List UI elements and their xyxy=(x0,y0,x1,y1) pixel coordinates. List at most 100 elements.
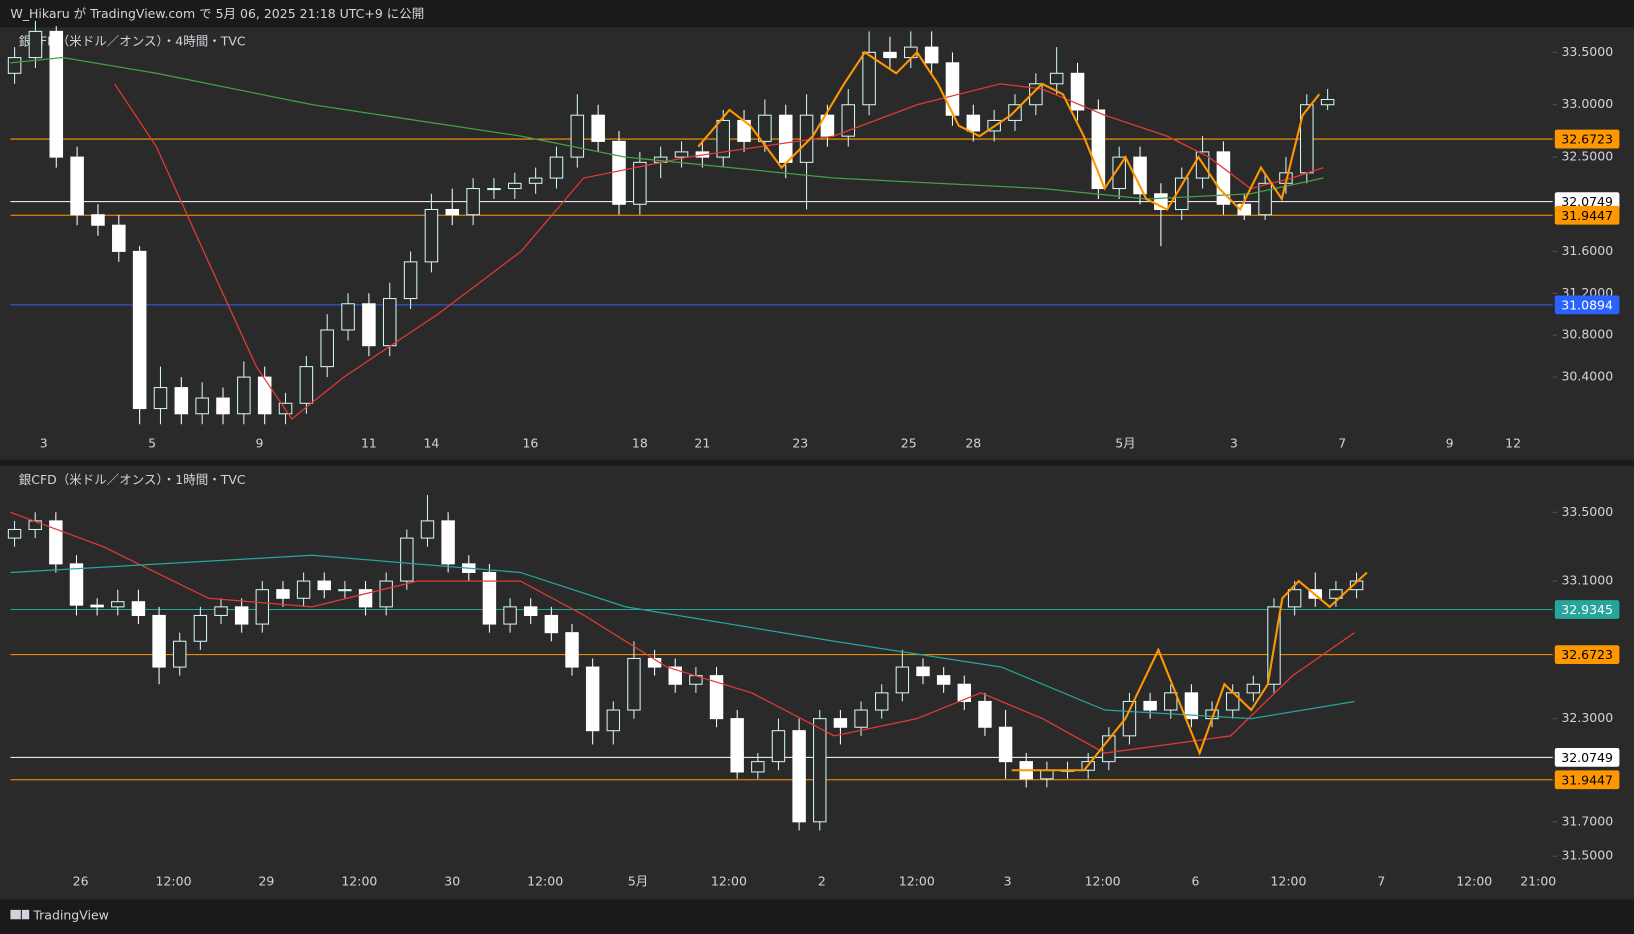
candle-body xyxy=(1040,769,1054,780)
price-badge-label: 32.0749 xyxy=(1561,194,1613,209)
x-tick-label: 5 xyxy=(148,436,156,451)
price-badge-label: 31.9447 xyxy=(1561,772,1613,787)
x-tick-label: 12:00 xyxy=(711,873,747,888)
candle-body xyxy=(299,366,314,404)
candle-body xyxy=(276,589,290,599)
candle-body xyxy=(1258,182,1272,216)
candle-body xyxy=(528,177,543,184)
candle-body xyxy=(758,114,772,142)
candle-body xyxy=(257,376,272,415)
candle-body xyxy=(362,303,376,347)
candle-body xyxy=(978,700,992,728)
y-tick-label: 31.6000 xyxy=(1561,243,1613,258)
candle-body xyxy=(153,387,168,410)
price-badge-label: 32.6723 xyxy=(1561,647,1613,662)
x-tick-label: 23 xyxy=(792,436,808,451)
candle-body xyxy=(1184,692,1199,720)
candle-body xyxy=(420,520,435,539)
candle-body xyxy=(585,666,600,732)
y-tick-label: 32.3000 xyxy=(1561,710,1613,725)
candle-body xyxy=(565,632,579,668)
y-tick-label: 33.0000 xyxy=(1561,96,1613,111)
price-badge xyxy=(1554,645,1620,664)
y-tick-label: 31.5000 xyxy=(1561,848,1613,863)
x-tick-label: 21 xyxy=(694,436,710,451)
candle-body xyxy=(813,718,827,823)
candle-body xyxy=(668,666,682,685)
y-tick-label: 30.8000 xyxy=(1561,327,1613,342)
x-tick-label: 11 xyxy=(361,436,377,451)
candle-body xyxy=(895,666,910,694)
x-tick-label: 5月 xyxy=(1115,436,1135,451)
x-tick-label: 12:00 xyxy=(156,873,192,888)
candle-body xyxy=(131,601,146,616)
candle-body xyxy=(778,114,793,163)
candle-body xyxy=(1164,692,1178,711)
candle-body xyxy=(503,606,517,625)
candle-body xyxy=(751,761,765,773)
candle-body xyxy=(1070,72,1085,111)
candle-body xyxy=(833,718,848,728)
x-tick-label: 18 xyxy=(632,436,648,451)
indicator-line xyxy=(114,83,1324,420)
candle-body xyxy=(998,726,1013,763)
candle-body xyxy=(936,675,951,685)
x-tick-label: 3 xyxy=(40,436,48,451)
candle-body xyxy=(883,51,897,59)
candle-body xyxy=(152,614,166,668)
candle-body xyxy=(216,397,230,415)
x-tick-label: 12:00 xyxy=(1270,873,1306,888)
x-tick-label: 3 xyxy=(1230,436,1238,451)
indicator-line xyxy=(697,50,1321,212)
candle-body xyxy=(874,692,889,711)
x-tick-label: 2 xyxy=(818,873,826,888)
indicator-line xyxy=(1011,571,1368,772)
candle-body xyxy=(957,683,972,702)
candle-body xyxy=(173,640,187,668)
brand: TradingView xyxy=(32,908,109,923)
price-badge xyxy=(1554,747,1620,767)
x-tick-label: 12 xyxy=(1505,436,1521,451)
candle-body xyxy=(508,182,522,190)
candle-body xyxy=(916,666,930,677)
price-badge xyxy=(1554,205,1620,225)
panel-title: 銀CFD（米ドル／オンス）・4時間・TVC xyxy=(19,33,246,48)
candle-body xyxy=(820,114,835,137)
x-tick-label: 6 xyxy=(1192,873,1200,888)
candle-body xyxy=(606,709,621,732)
candle-body xyxy=(854,709,868,728)
candle-body xyxy=(633,161,647,205)
x-tick-label: 30 xyxy=(444,873,460,888)
candle-body xyxy=(544,614,559,634)
candle-body xyxy=(904,46,918,59)
x-tick-label: 3 xyxy=(1004,873,1012,888)
candle-body xyxy=(674,151,689,158)
x-tick-label: 12:00 xyxy=(899,873,935,888)
x-tick-label: 12:00 xyxy=(527,873,563,888)
x-tick-label: 7 xyxy=(1338,436,1346,451)
y-tick-label: 31.7000 xyxy=(1561,813,1613,828)
price-badge xyxy=(1554,600,1620,619)
candle-body xyxy=(1143,700,1157,711)
candle-body xyxy=(90,604,104,608)
candle-body xyxy=(716,119,730,158)
candle-body xyxy=(193,614,208,642)
candle-body xyxy=(1091,109,1106,190)
candle-body xyxy=(1049,72,1064,85)
price-badge-label: 32.9345 xyxy=(1561,602,1613,617)
x-tick-label: 12:00 xyxy=(341,873,377,888)
candle-body xyxy=(111,601,125,608)
x-tick-label: 28 xyxy=(965,436,981,451)
candle-body xyxy=(49,520,63,565)
header: W_Hikaru が TradingView.com で 5月 06, 2025… xyxy=(10,6,424,21)
candle-body xyxy=(341,303,355,331)
panel xyxy=(0,27,1634,460)
candle-body xyxy=(792,730,806,823)
price-badge xyxy=(1554,770,1620,790)
x-tick-label: 14 xyxy=(423,436,439,451)
candle-body xyxy=(320,329,334,368)
x-tick-label: 26 xyxy=(73,873,89,888)
candle-body xyxy=(400,537,414,582)
candle-body xyxy=(70,156,84,216)
candle-body xyxy=(338,589,352,592)
